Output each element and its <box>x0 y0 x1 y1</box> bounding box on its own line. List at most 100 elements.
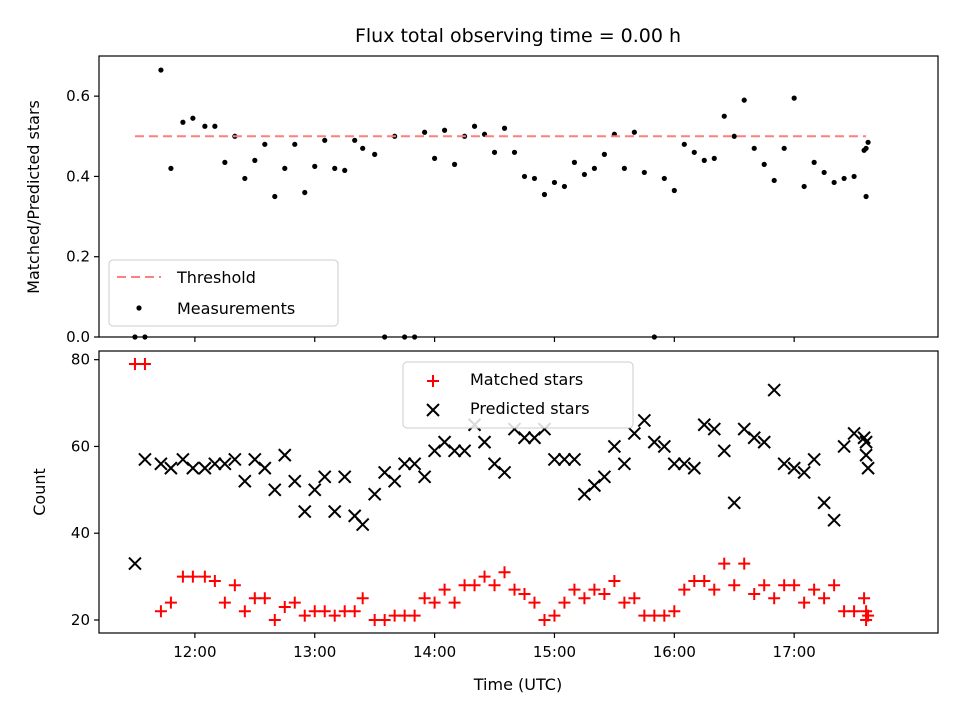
measurement-point <box>831 179 837 186</box>
predicted-star-point <box>627 426 642 441</box>
matched-star-point <box>818 592 831 605</box>
measurement-point <box>158 67 164 73</box>
predicted-star-point <box>457 444 472 458</box>
matched-star-point <box>798 596 811 609</box>
matched-star-point <box>558 596 571 609</box>
predicted-star-point <box>238 474 252 488</box>
matched-star-point <box>548 609 561 622</box>
predicted-star-point <box>417 470 432 484</box>
threshold-legend-label: Threshold <box>176 268 256 287</box>
measurement-point <box>621 165 627 171</box>
measurement-point <box>751 145 757 151</box>
matched-star-point <box>408 609 421 622</box>
matched-star-point <box>488 579 501 592</box>
predicted-star-point <box>767 383 781 397</box>
bottom-x-tick-label: 12:00 <box>173 643 216 661</box>
predicted-star-point <box>308 483 322 497</box>
measurement-point <box>531 175 538 182</box>
predicted-star-point <box>747 431 761 445</box>
matched-star-point <box>728 579 741 592</box>
bottom-legend: Matched stars Predicted stars <box>402 361 634 429</box>
predicted-star-point <box>367 487 382 501</box>
matched-star-point <box>328 609 341 622</box>
measurement-point <box>180 119 186 125</box>
bottom-x-tick-label: 15:00 <box>533 643 576 661</box>
matched-star-point <box>348 605 361 618</box>
measurement-point <box>511 149 518 155</box>
measurement-point <box>661 175 667 182</box>
predicted-star-point <box>298 504 312 519</box>
predicted-star-point <box>859 435 873 449</box>
matched-star-point <box>428 596 441 609</box>
measurement-point <box>372 151 378 157</box>
predicted-star-point <box>138 452 152 467</box>
measurement-point <box>671 187 677 194</box>
measurement-point <box>360 145 366 151</box>
predicted-star-point <box>318 470 332 484</box>
measurement-point <box>432 155 438 161</box>
predicted-star-point <box>355 517 370 532</box>
matched-star-point <box>298 609 311 622</box>
bottom-axes-frame <box>98 350 939 634</box>
predicted-star-point <box>727 496 741 510</box>
predicted-star-point <box>517 431 532 445</box>
predicted-star-point <box>607 439 622 454</box>
measurement-point <box>272 193 278 200</box>
predicted-star-point <box>567 452 582 467</box>
predicted-star-point <box>667 457 682 471</box>
measurement-point <box>791 95 797 101</box>
matched-star-point <box>598 587 611 600</box>
predicted-star-point <box>208 457 222 471</box>
matched-star-point <box>378 613 391 626</box>
bottom-x-tick-label: 16:00 <box>653 643 696 661</box>
measurement-point <box>801 183 807 190</box>
measurement-point <box>601 151 607 157</box>
top-axes-frame <box>98 55 939 338</box>
bottom-x-tick-label: 14:00 <box>413 643 456 661</box>
measurement-point <box>302 189 308 196</box>
matched-star-point <box>478 570 491 583</box>
predicted-star-point <box>637 413 652 428</box>
predicted-star-point <box>777 457 791 471</box>
predicted-star-point <box>198 461 212 475</box>
matched-star-point <box>498 566 511 579</box>
predicted-star-point <box>617 457 632 471</box>
predicted-star-point <box>817 496 831 510</box>
predicted-star-point <box>677 457 692 471</box>
matched-star-point <box>438 583 451 596</box>
bottom-y-tick-label: 80 <box>71 351 90 369</box>
top-legend: Threshold Measurements <box>108 259 339 327</box>
measurements-legend-label: Measurements <box>177 299 295 318</box>
bottom-y-tick-label: 40 <box>71 524 90 542</box>
measurement-point <box>451 161 458 167</box>
predicted-star-point <box>218 457 232 471</box>
matched-star-point <box>528 596 541 609</box>
predicted-star-point <box>827 513 841 527</box>
measurement-point <box>222 159 228 165</box>
matched-star-point <box>198 570 211 583</box>
measurement-point <box>262 141 268 147</box>
predicted-star-point <box>787 461 801 475</box>
measurement-point <box>422 129 428 135</box>
predicted-star-point <box>407 457 422 471</box>
predicted-star-point <box>857 431 871 445</box>
predicted-star-point <box>547 452 562 467</box>
predicted-star-point <box>278 448 292 462</box>
matched-star-point <box>718 557 731 570</box>
predicted-star-point <box>757 435 771 449</box>
predicted-star-point <box>557 452 572 467</box>
matched-star-point <box>668 605 681 618</box>
matched-star-point <box>208 574 221 587</box>
matched-star-point <box>508 583 521 596</box>
measurement-point <box>741 97 747 103</box>
predicted-star-point <box>807 452 821 467</box>
matched-star-point <box>858 592 871 605</box>
matched-star-point <box>608 574 621 587</box>
matched-star-point <box>218 596 231 609</box>
predicted-star-point <box>861 461 875 475</box>
matched-star-point <box>628 592 641 605</box>
bottom-x-axis: 12:00 13:00 14:00 15:00 16:00 17:00 <box>173 633 816 661</box>
matched-star-point <box>186 570 199 583</box>
bottom-x-tick-label: 13:00 <box>293 643 336 661</box>
